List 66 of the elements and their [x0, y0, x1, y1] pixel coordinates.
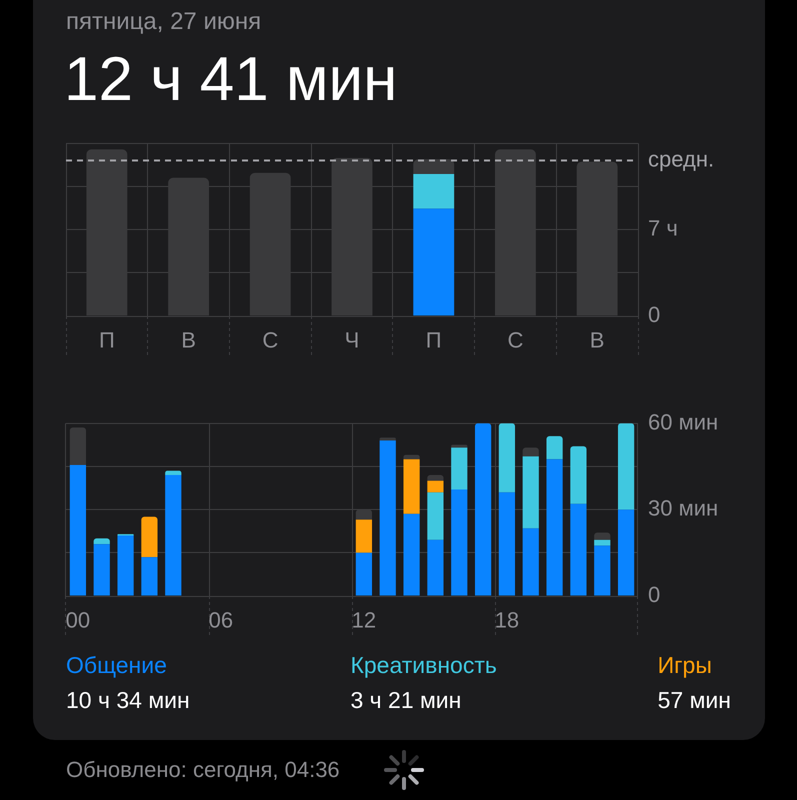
text: 57 мин [658, 687, 731, 714]
text: Обновлено: сегодня, 04:36 [66, 757, 340, 783]
bar [356, 552, 372, 596]
bar [498, 492, 516, 596]
bar [117, 536, 134, 596]
bar [70, 464, 86, 596]
bar [380, 438, 396, 440]
x-tick-label: В [590, 327, 604, 352]
ref-line-label: средн. [648, 146, 714, 172]
bar [70, 428, 86, 465]
text: Общение [66, 652, 168, 679]
bar [165, 470, 182, 476]
bar [474, 423, 492, 596]
y-tick-label: 0 [648, 302, 660, 328]
x-tick-label: С [507, 327, 524, 352]
chart-title: пятница, 27 июня [66, 8, 262, 36]
bar [570, 504, 587, 596]
x-tick-label: 06 [208, 607, 234, 632]
bar [594, 540, 610, 546]
chart-subtitle: 12 ч 41 мин [64, 44, 398, 116]
bar [618, 510, 634, 596]
bar [413, 174, 454, 209]
bar [141, 516, 158, 558]
x-tick-label: С [262, 327, 278, 352]
x-tick-label: Ч [344, 327, 360, 352]
bar [570, 446, 587, 504]
x-tick-label: 00 [66, 607, 90, 632]
bar [546, 436, 563, 460]
x-tick-label: П [426, 327, 442, 352]
text: Игры [658, 652, 713, 679]
bar [141, 557, 158, 596]
bar [427, 475, 444, 481]
bar [522, 528, 539, 596]
bar [546, 459, 563, 596]
bar [427, 480, 444, 492]
bar [594, 532, 610, 540]
bar [403, 454, 420, 460]
bar [522, 448, 539, 456]
bar [498, 423, 516, 492]
y-tick-label: 60 мин [648, 409, 718, 434]
bar [380, 440, 396, 596]
bar [618, 423, 634, 510]
bar [427, 540, 444, 596]
bar [522, 456, 539, 528]
bar [451, 448, 468, 490]
bar [413, 208, 454, 316]
text: Креативность [350, 652, 497, 679]
bar [403, 514, 420, 596]
text: 3 ч 21 мин [350, 687, 462, 714]
y-tick-label: 30 мин [648, 496, 718, 521]
bar [356, 520, 372, 553]
bar [413, 159, 454, 174]
x-tick-label: 12 [352, 607, 376, 632]
bar [165, 475, 182, 596]
y-tick-label: 0 [648, 582, 660, 608]
text: 10 ч 34 мин [66, 687, 190, 714]
y-tick-label: 7 ч [648, 216, 678, 241]
bar [94, 538, 110, 544]
x-tick-label: П [98, 327, 115, 352]
bar [94, 544, 110, 596]
x-tick-label: 18 [494, 607, 520, 632]
bar [427, 492, 444, 540]
x-tick-label: В [181, 327, 196, 352]
bar [594, 546, 610, 596]
bar [403, 459, 420, 514]
bar [451, 489, 468, 596]
